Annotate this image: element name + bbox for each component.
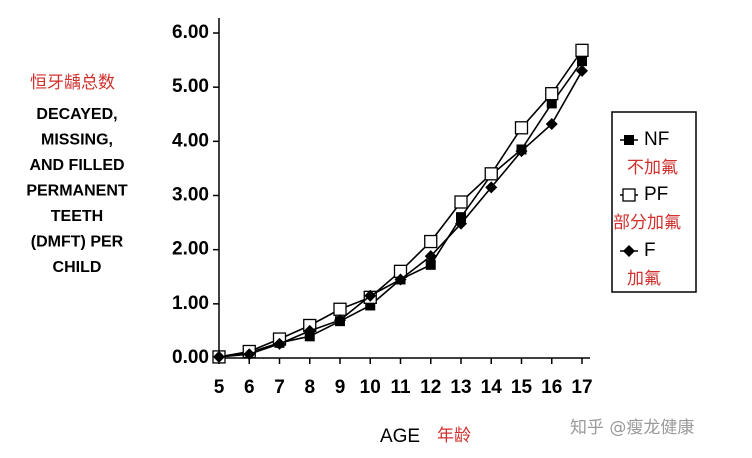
data-point: [365, 300, 376, 311]
x-tick-label: 5: [214, 377, 225, 398]
data-point: [514, 121, 529, 135]
legend-label: NF: [644, 129, 669, 150]
series-line: [218, 49, 583, 358]
y-tick-label: 1.00: [172, 293, 209, 314]
data-point: [424, 250, 437, 263]
series-line: [218, 60, 583, 358]
x-tick-label: 12: [420, 377, 441, 398]
annotation: 恒牙龋总数: [30, 73, 115, 93]
y-axis-label: DECAYED,: [36, 106, 117, 123]
legend-label: F: [644, 240, 656, 261]
y-axis-label: CHILD: [53, 259, 102, 276]
x-tick-label: 8: [304, 377, 315, 398]
y-tick-label: 2.00: [172, 239, 209, 260]
data-point: [515, 145, 528, 158]
x-axis-note: 年龄: [437, 426, 471, 446]
x-tick-label: 16: [541, 377, 562, 398]
data-point: [273, 337, 286, 350]
legend-marker: [623, 245, 635, 257]
x-tick-label: 15: [511, 377, 533, 398]
x-tick-label: 11: [390, 377, 411, 398]
data-point: [334, 314, 346, 327]
legend-note: 不加氟: [627, 158, 678, 178]
x-tick-label: 13: [450, 377, 471, 398]
data-point: [424, 234, 438, 249]
data-point: [213, 350, 225, 363]
y-tick-label: 0.00: [172, 347, 209, 368]
data-point: [455, 217, 467, 230]
data-point: [243, 348, 256, 361]
y-tick-label: 3.00: [172, 185, 209, 206]
data-point: [364, 289, 377, 302]
data-point: [454, 195, 468, 209]
watermark: 知乎 @瘦龙健康: [570, 418, 694, 438]
data-point: [425, 259, 436, 270]
data-point: [577, 56, 587, 67]
data-point: [545, 118, 558, 130]
legend-note: 加氟: [627, 269, 661, 289]
x-axis-label: AGE: [380, 426, 420, 447]
y-tick-label: 6.00: [172, 22, 209, 43]
data-point: [485, 181, 498, 194]
x-tick-label: 14: [481, 377, 503, 398]
series-line: [218, 70, 583, 358]
x-tick-label: 17: [571, 377, 592, 398]
data-point: [456, 212, 466, 223]
x-tick-label: 6: [244, 377, 255, 398]
data-point: [545, 87, 559, 101]
y-tick-label: 5.00: [172, 76, 209, 97]
y-axis-label: (DMFT) PER: [31, 234, 124, 251]
y-axis-label: AND FILLED: [29, 157, 124, 174]
legend-note: 部分加氟: [613, 213, 681, 233]
x-tick-label: 9: [335, 377, 346, 398]
y-tick-label: 4.00: [172, 130, 209, 151]
data-point: [333, 302, 347, 316]
y-axis-label: TEETH: [51, 208, 103, 225]
data-point: [546, 98, 557, 109]
data-point: [576, 64, 588, 77]
data-point: [303, 324, 316, 337]
data-point: [575, 43, 589, 57]
data-point: [484, 167, 498, 181]
y-axis-label: PERMANENT: [26, 183, 128, 200]
x-tick-label: 7: [274, 377, 285, 398]
legend-marker: [624, 135, 634, 145]
x-tick-label: 10: [360, 377, 381, 398]
y-axis-label: MISSING,: [41, 132, 113, 149]
legend-marker: [622, 188, 636, 202]
data-point: [394, 273, 407, 286]
legend-box: [611, 111, 697, 293]
legend-label: PF: [644, 184, 668, 205]
